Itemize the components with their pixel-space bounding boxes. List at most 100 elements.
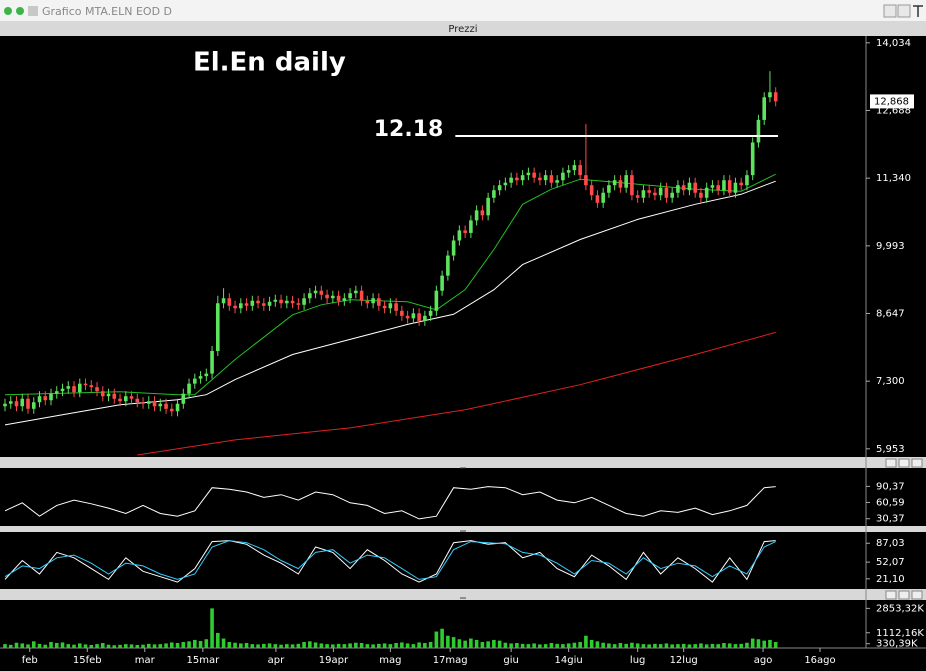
candle-body: [750, 142, 755, 176]
y-tick-label: 11,340: [876, 173, 911, 184]
volume-bar: [549, 643, 554, 648]
volume-bar: [446, 635, 450, 648]
candle-body: [428, 310, 433, 316]
candle-body: [100, 391, 105, 397]
volume-bar: [331, 644, 335, 648]
volume-bar: [543, 644, 548, 648]
volume-bar: [405, 643, 410, 648]
y-tick-label: 9,993: [876, 241, 905, 252]
candle-body: [146, 401, 151, 404]
volume-bar: [641, 644, 646, 648]
candle-body: [768, 92, 772, 98]
candle-body: [457, 230, 462, 241]
volume-bar: [463, 640, 467, 648]
panel-separator: [0, 589, 926, 600]
volume-bar: [647, 644, 651, 648]
line-series: [4, 486, 776, 520]
candle-body: [354, 290, 358, 294]
x-tick-label: 14giu: [555, 655, 583, 666]
candle-body: [647, 190, 651, 193]
candle-body: [262, 303, 266, 306]
text-tool-icon[interactable]: [913, 5, 923, 17]
candle-body: [727, 180, 732, 193]
candle-body: [14, 401, 19, 407]
candle-body: [423, 315, 427, 321]
x-tick-label: apr: [268, 655, 285, 666]
volume-bar: [630, 642, 634, 648]
panel-buttons[interactable]: [885, 458, 923, 600]
volume-bar: [572, 642, 577, 648]
volume-bar: [515, 643, 519, 648]
candle-body: [250, 300, 255, 306]
candle-body: [20, 398, 25, 407]
x-tick-label: 17mag: [433, 655, 468, 666]
volume-bar: [434, 631, 439, 648]
panel-separator: [0, 457, 926, 468]
volume-bar: [221, 638, 226, 648]
candle-body: [118, 398, 122, 402]
volume-bar: [503, 642, 508, 648]
candle-body: [388, 303, 393, 309]
volume-bar: [561, 644, 565, 648]
candle-body: [635, 195, 640, 198]
volume-bar: [89, 644, 94, 648]
candle-body: [595, 195, 600, 203]
volume-bar: [158, 644, 163, 648]
candle-body: [630, 175, 634, 196]
line-series: [4, 180, 776, 426]
window-button[interactable]: [883, 4, 897, 18]
candle-body: [555, 180, 559, 183]
volume-bar: [704, 644, 709, 648]
volume-bar: [20, 643, 25, 648]
candle-body: [279, 299, 283, 304]
volume-bar: [359, 643, 364, 648]
volume-bar: [308, 641, 312, 648]
volume-bar: [169, 642, 174, 648]
candle-body: [129, 396, 134, 399]
candle-body: [618, 180, 623, 188]
candle-body: [169, 408, 174, 412]
candle-body: [543, 175, 548, 181]
volume-bar: [555, 643, 559, 648]
candle-body: [112, 393, 117, 399]
volume-bar: [756, 639, 761, 648]
volume-bar: [618, 643, 623, 648]
volume-bar: [595, 641, 600, 648]
volume-bar: [589, 639, 594, 648]
x-tick-label: 16ago: [804, 655, 835, 666]
y-tick-label: 90,37: [876, 481, 905, 492]
volume-bar: [233, 642, 237, 648]
volume-bar: [486, 641, 490, 648]
candle-body: [681, 185, 686, 191]
candle-body: [526, 172, 531, 176]
volume-bar: [699, 643, 703, 648]
candle-body: [704, 187, 709, 198]
y-tick-label: 52,07: [876, 557, 905, 568]
volume-bar: [348, 643, 352, 648]
volume-bar: [365, 644, 370, 648]
volume-bar: [497, 640, 502, 648]
title-bar: [0, 0, 926, 21]
candle-body: [503, 182, 508, 186]
window-button[interactable]: [897, 4, 911, 18]
volume-bar: [469, 638, 473, 648]
volume-bar: [578, 642, 582, 648]
window-title: Grafico MTA.ELN EOD D: [42, 5, 172, 18]
panel-header: [0, 21, 926, 36]
candle-body: [54, 391, 59, 394]
volume-bar: [54, 643, 59, 648]
candle-body: [204, 373, 209, 377]
candle-body: [3, 403, 7, 407]
candle-body: [49, 393, 53, 401]
last-price-label: 12,868: [874, 96, 909, 107]
y-tick-label: 8,647: [876, 308, 905, 319]
candle-body: [296, 303, 301, 305]
candle-body: [492, 190, 496, 198]
volume-bar: [509, 643, 513, 648]
line-series: [4, 540, 776, 580]
x-tick-label: feb: [22, 655, 38, 666]
candle-body: [474, 210, 479, 221]
volume-bar: [520, 643, 525, 648]
line-series: [137, 331, 776, 456]
volume-bar: [83, 644, 88, 648]
